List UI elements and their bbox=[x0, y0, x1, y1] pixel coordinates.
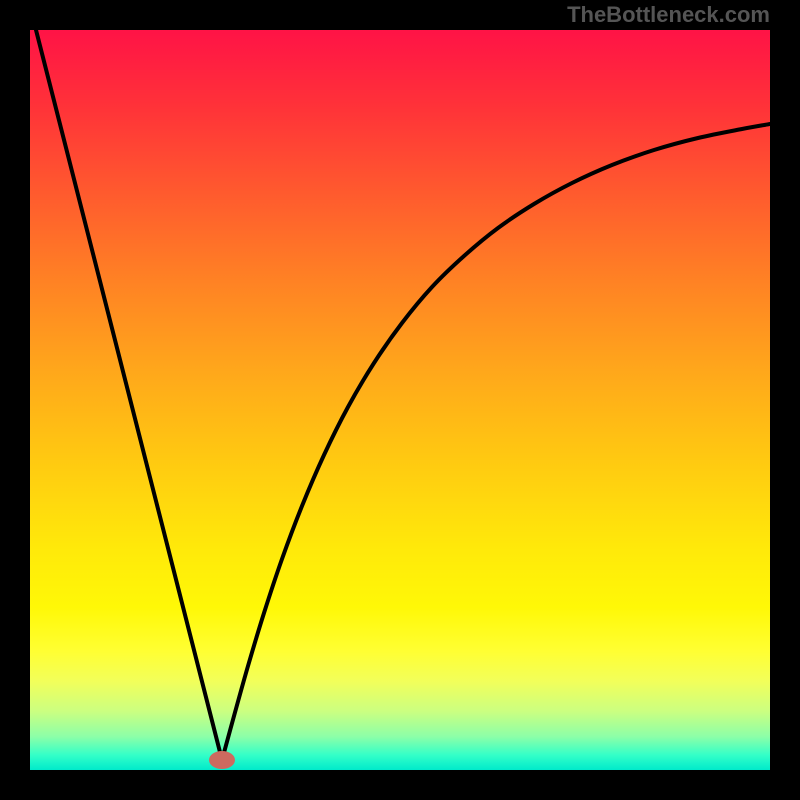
plot-area bbox=[30, 30, 770, 770]
watermark-text: TheBottleneck.com bbox=[567, 2, 770, 28]
bottleneck-chart bbox=[30, 30, 770, 770]
minimum-marker bbox=[209, 751, 235, 769]
gradient-background bbox=[30, 30, 770, 770]
chart-frame: TheBottleneck.com bbox=[0, 0, 800, 800]
